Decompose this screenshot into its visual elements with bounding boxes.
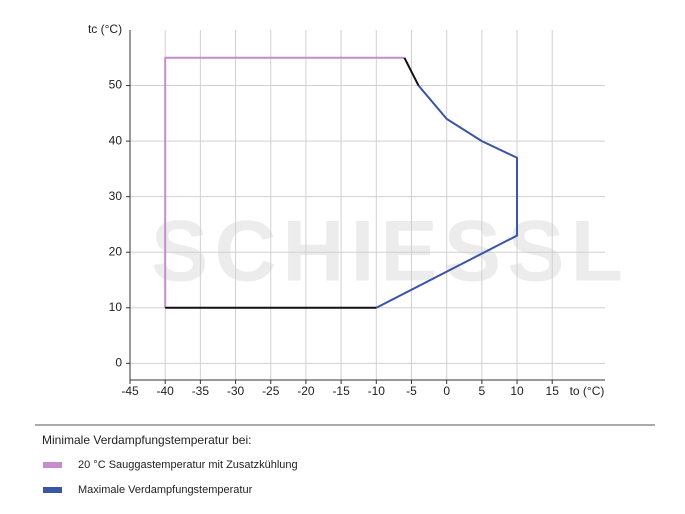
x-tick-label: -10 — [368, 384, 386, 398]
y-tick-label: 30 — [109, 189, 123, 203]
y-tick-label: 10 — [109, 300, 123, 314]
y-tick-label: 50 — [109, 78, 123, 92]
watermark: SCHIESSL — [151, 204, 629, 300]
legend-label: 20 °C Sauggastemperatur mit Zusatzkühlun… — [78, 459, 298, 471]
y-tick-label: 0 — [115, 356, 122, 370]
y-tick-label: 40 — [109, 133, 123, 147]
x-tick-label: -35 — [192, 384, 210, 398]
x-tick-label: 5 — [479, 384, 486, 398]
legend-swatch — [43, 462, 62, 468]
x-axis-label: to (°C) — [570, 384, 605, 398]
x-tick-label: -25 — [262, 384, 280, 398]
legend-title: Minimale Verdampfungstemperatur bei: — [42, 433, 251, 447]
x-tick-label: 0 — [443, 384, 450, 398]
legend-swatch — [43, 487, 62, 493]
x-tick-label: 15 — [546, 384, 560, 398]
y-axis-label: tc (°C) — [88, 22, 122, 36]
series-line — [375, 84, 519, 309]
x-tick-label: -5 — [406, 384, 417, 398]
y-tick-label: 20 — [109, 244, 123, 258]
x-tick-label: -45 — [121, 384, 139, 398]
series-line — [164, 56, 405, 308]
series-line — [165, 57, 420, 309]
x-tick-label: -40 — [157, 384, 175, 398]
x-tick-label: -30 — [227, 384, 245, 398]
x-tick-label: 10 — [510, 384, 524, 398]
x-tick-label: -15 — [332, 384, 350, 398]
legend-label: Maximale Verdampfungstemperatur — [78, 484, 253, 496]
x-tick-label: -20 — [297, 384, 315, 398]
